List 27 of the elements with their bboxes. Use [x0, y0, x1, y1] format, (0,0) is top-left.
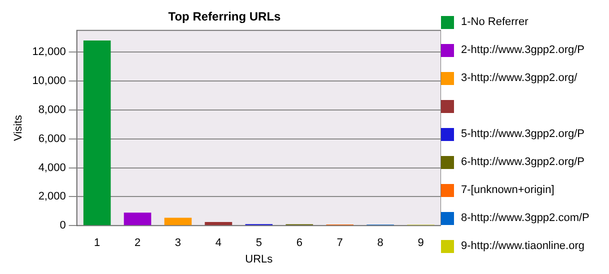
y-tick-label: 2,000: [38, 190, 66, 203]
legend-label: 1-No Referrer: [461, 16, 528, 28]
y-axis-title: Visits: [12, 114, 25, 142]
x-tick-label: 4: [215, 237, 222, 250]
legend-label: 6-http://www.3gpp2.org/P: [461, 156, 585, 168]
legend-label: 5-http://www.3gpp2.org/P: [461, 128, 585, 140]
y-tick-label: 8,000: [38, 104, 66, 116]
y-tick-label: 6,000: [38, 132, 66, 145]
y-tick-label: 12,000: [32, 46, 66, 58]
legend-label: 8-http://www.3gpp2.com/P: [461, 212, 590, 224]
y-tick-label: 10,000: [32, 75, 66, 88]
x-tick-label: 2: [134, 237, 141, 250]
legend-label: 7-[unknown+origin]: [461, 184, 554, 196]
chart-title: Top Referring URLs: [168, 10, 282, 24]
x-axis-title: URLs: [245, 253, 274, 266]
x-tick-label: 8: [377, 237, 384, 250]
y-tick-label: 0: [60, 220, 66, 232]
x-tick-label: 5: [256, 237, 262, 250]
y-tick-label: 4,000: [38, 162, 66, 174]
legend-label: 9-http://www.tiaonline.org: [461, 240, 585, 252]
x-tick-label: 6: [296, 237, 302, 250]
legend-label: 3-http://www.3gpp2.org/: [461, 72, 578, 84]
x-tick-label: 7: [336, 237, 343, 250]
x-tick-label: 1: [94, 237, 100, 250]
x-tick-label: 9: [418, 237, 424, 250]
x-tick-label: 3: [174, 237, 182, 250]
legend-label: 2-http://www.3gpp2.org/P: [461, 44, 585, 56]
